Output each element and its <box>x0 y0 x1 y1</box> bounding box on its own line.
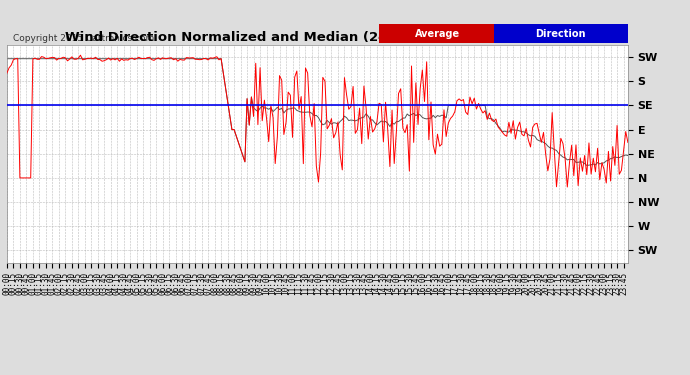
Title: Wind Direction Normalized and Median (24 Hours) (New) 20150424: Wind Direction Normalized and Median (24… <box>65 31 570 44</box>
Text: Average: Average <box>415 29 460 39</box>
Text: Direction: Direction <box>535 29 586 39</box>
FancyBboxPatch shape <box>380 24 494 43</box>
Text: Copyright 2015 Cartronics.com: Copyright 2015 Cartronics.com <box>13 34 155 43</box>
FancyBboxPatch shape <box>494 24 628 43</box>
